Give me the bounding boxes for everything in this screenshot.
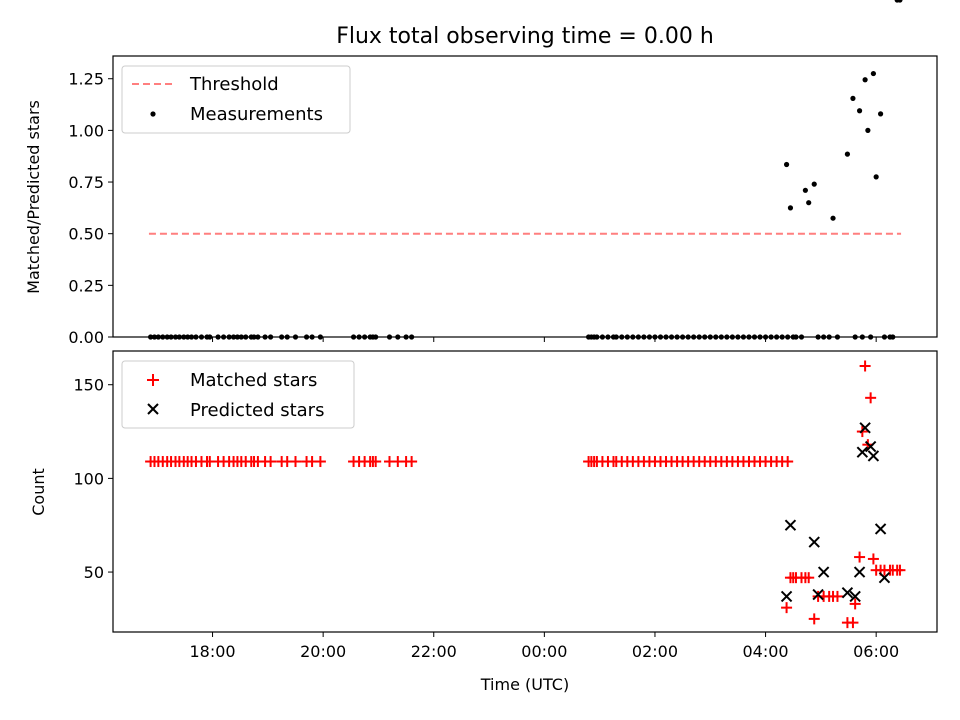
top-y-axis-label: Matched/Predicted stars	[24, 100, 43, 294]
matched-star-point	[803, 572, 815, 584]
y-tick-label: 0.00	[68, 328, 104, 347]
matched-star-point	[865, 392, 877, 404]
predicted-star-point	[784, 519, 797, 531]
bottom-y-axis: 50 100 150	[73, 376, 113, 582]
measurement-point	[811, 181, 817, 187]
predicted-star-point	[849, 590, 861, 603]
x-tick-label: 20:00	[300, 642, 346, 661]
bottom-x-axis: 18:00 20:00 22:00 00:00 02:00 04:00 06:00	[189, 632, 899, 661]
y-tick-label: 100	[73, 469, 104, 488]
measurement-point	[783, 161, 790, 168]
predicted-star-point	[808, 536, 820, 548]
bottom-legend-frame	[121, 360, 355, 429]
predicted-stars-legend-swatch	[147, 403, 159, 415]
predicted-star-point	[856, 446, 869, 458]
predicted-star-point	[817, 566, 830, 578]
predicted-star-point	[841, 586, 854, 599]
matched-star-point	[289, 456, 301, 468]
bottom-panel: 50 100 150 18:00 20:00 22:00 00:00 02:00 04:00 0…	[29, 350, 938, 694]
matched-star-point	[859, 360, 871, 372]
predicted-star-point	[878, 571, 891, 584]
top-panel-frame	[112, 55, 938, 338]
top-x-ticks	[212, 337, 877, 342]
top-legend: Threshold Measurements	[121, 65, 351, 134]
measurement-point	[787, 205, 794, 211]
predicted-star-point	[867, 450, 880, 462]
matched-star-point	[314, 456, 326, 468]
x-tick-label: 00:00	[521, 642, 567, 661]
bottom-panel-frame	[112, 350, 938, 633]
y-tick-label: 0.50	[68, 225, 104, 244]
predicted-star-point	[853, 566, 866, 578]
measurement-point	[877, 111, 884, 117]
top-y-axis: 0.00 0.25 0.50 0.75 1.00 1.25	[68, 70, 113, 347]
y-tick-label: 50	[84, 563, 104, 582]
x-tick-label: 22:00	[411, 642, 457, 661]
y-tick-label: 1.00	[68, 121, 104, 140]
matched-star-point	[781, 602, 793, 614]
measurement-point	[844, 151, 851, 157]
matched-star-point	[831, 590, 843, 602]
bottom-legend: Matched stars Predicted stars	[121, 360, 355, 429]
chart-title: Flux total observing time = 0.00 h	[336, 24, 714, 49]
threshold-legend-label: Threshold	[189, 74, 279, 95]
predicted-star-point	[859, 422, 871, 434]
y-tick-label: 1.25	[68, 70, 104, 89]
matched-star-point	[808, 613, 820, 625]
measurement-point	[897, 0, 903, 3]
measurement-point	[830, 215, 836, 221]
matched-star-point	[406, 456, 418, 468]
matched-star-point	[854, 551, 866, 563]
matched-star-point	[265, 456, 277, 468]
measurement-point	[873, 174, 879, 180]
measurement-point	[870, 70, 877, 77]
matched-star-point	[867, 553, 879, 565]
x-tick-label: 02:00	[632, 642, 678, 661]
measurements-legend-label: Measurements	[190, 104, 323, 125]
matched-stars-layer	[145, 360, 906, 629]
predicted-stars-legend-label: Predicted stars	[190, 400, 324, 421]
x-tick-label: 04:00	[743, 642, 789, 661]
x-tick-label: 18:00	[189, 642, 235, 661]
x-axis-label: Time (UTC)	[480, 675, 569, 694]
matched-star-point	[370, 456, 382, 468]
matched-stars-legend-swatch	[147, 374, 159, 386]
measurement-point	[862, 77, 868, 83]
matched-star-point	[894, 564, 906, 576]
y-tick-label: 0.25	[68, 276, 104, 295]
bottom-y-axis-label: Count	[29, 468, 48, 516]
y-tick-label: 0.75	[68, 173, 104, 192]
measurement-point	[850, 95, 856, 101]
measurement-point	[806, 200, 812, 206]
measurement-point	[865, 127, 871, 133]
x-tick-label: 06:00	[853, 642, 899, 661]
matched-star-point	[782, 456, 794, 468]
measurements-legend-swatch	[150, 111, 156, 117]
measurement-point	[802, 187, 808, 193]
top-panel: 0.00 0.25 0.50 0.75 1.00 1.25 Matched/Predict…	[24, 0, 938, 347]
predicted-star-point	[864, 440, 877, 453]
predicted-stars-layer	[780, 422, 891, 603]
top-legend-frame	[121, 65, 351, 134]
measurement-point	[856, 108, 863, 114]
y-tick-label: 150	[73, 376, 104, 395]
matched-star-point	[849, 598, 861, 610]
predicted-star-point	[812, 588, 824, 601]
matched-stars-legend-label: Matched stars	[190, 370, 317, 391]
matched-star-point	[847, 617, 859, 629]
predicted-star-point	[780, 590, 793, 603]
predicted-star-point	[874, 523, 887, 535]
